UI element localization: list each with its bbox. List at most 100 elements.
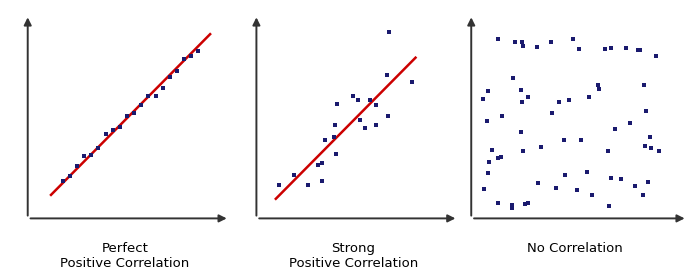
Point [554, 100, 565, 104]
Point [383, 30, 394, 34]
Point [640, 109, 651, 114]
Point [483, 89, 494, 94]
Point [355, 118, 366, 122]
Point [621, 45, 632, 50]
Point [171, 69, 182, 73]
Point [645, 146, 656, 150]
Point [193, 49, 204, 53]
Point [508, 76, 519, 80]
Text: Perfect
Positive Correlation: Perfect Positive Correlation [60, 242, 189, 270]
Point [319, 138, 331, 143]
Point [492, 156, 503, 160]
Point [536, 144, 547, 149]
Point [515, 129, 526, 134]
Point [143, 93, 154, 98]
Point [487, 148, 498, 152]
Point [157, 86, 168, 90]
Point [575, 137, 586, 142]
Point [121, 114, 132, 118]
Point [533, 181, 544, 186]
Point [581, 170, 593, 175]
Point [129, 110, 140, 115]
Point [57, 179, 68, 184]
Point [482, 118, 493, 123]
Point [519, 202, 530, 206]
Point [313, 163, 324, 167]
Point [331, 152, 342, 156]
Point [545, 39, 556, 44]
Point [382, 73, 393, 77]
Point [572, 187, 583, 192]
Point [370, 103, 381, 108]
Point [107, 128, 119, 132]
Point [635, 48, 646, 52]
Point [532, 44, 543, 49]
Point [71, 164, 82, 169]
Point [517, 100, 528, 104]
Point [523, 95, 534, 99]
Point [497, 114, 508, 119]
Point [518, 149, 529, 153]
Point [604, 204, 615, 209]
Point [550, 186, 561, 191]
Point [348, 94, 359, 98]
Point [517, 44, 528, 49]
Point [516, 40, 527, 45]
Point [273, 183, 284, 187]
Point [93, 146, 104, 150]
Point [624, 120, 635, 125]
Point [593, 87, 604, 91]
Point [495, 155, 507, 159]
Point [114, 125, 125, 129]
Point [606, 46, 617, 50]
Point [559, 138, 570, 142]
Point [633, 48, 644, 52]
Point [478, 187, 489, 191]
Point [100, 132, 111, 136]
Point [564, 98, 575, 102]
Point [640, 143, 651, 148]
Point [365, 97, 376, 102]
Point [483, 160, 494, 164]
Point [406, 80, 417, 85]
Point [509, 39, 520, 44]
Point [599, 46, 611, 51]
Point [164, 74, 175, 79]
Point [559, 172, 570, 177]
Point [603, 149, 614, 153]
Point [329, 123, 340, 127]
Point [506, 206, 517, 211]
Point [644, 135, 655, 139]
Point [609, 127, 620, 131]
Point [478, 96, 489, 101]
Point [523, 201, 534, 205]
Point [360, 126, 371, 130]
Point [516, 88, 527, 93]
Point [573, 47, 584, 51]
Point [482, 171, 493, 175]
Point [615, 177, 626, 181]
Point [593, 83, 604, 87]
Text: No Correlation: No Correlation [527, 242, 623, 255]
Point [383, 114, 394, 118]
Point [546, 110, 557, 115]
Point [288, 173, 299, 178]
Point [186, 54, 197, 59]
Point [179, 57, 190, 62]
Point [492, 200, 503, 205]
Point [136, 103, 147, 108]
Point [302, 183, 313, 187]
Point [586, 192, 597, 197]
Point [317, 179, 328, 183]
Point [605, 176, 616, 181]
Point [371, 122, 382, 127]
Point [150, 94, 161, 98]
Point [316, 161, 327, 165]
Point [651, 54, 662, 59]
Point [353, 98, 364, 102]
Point [86, 153, 97, 157]
Point [493, 36, 504, 41]
Point [331, 102, 342, 106]
Point [584, 95, 595, 99]
Point [630, 183, 641, 188]
